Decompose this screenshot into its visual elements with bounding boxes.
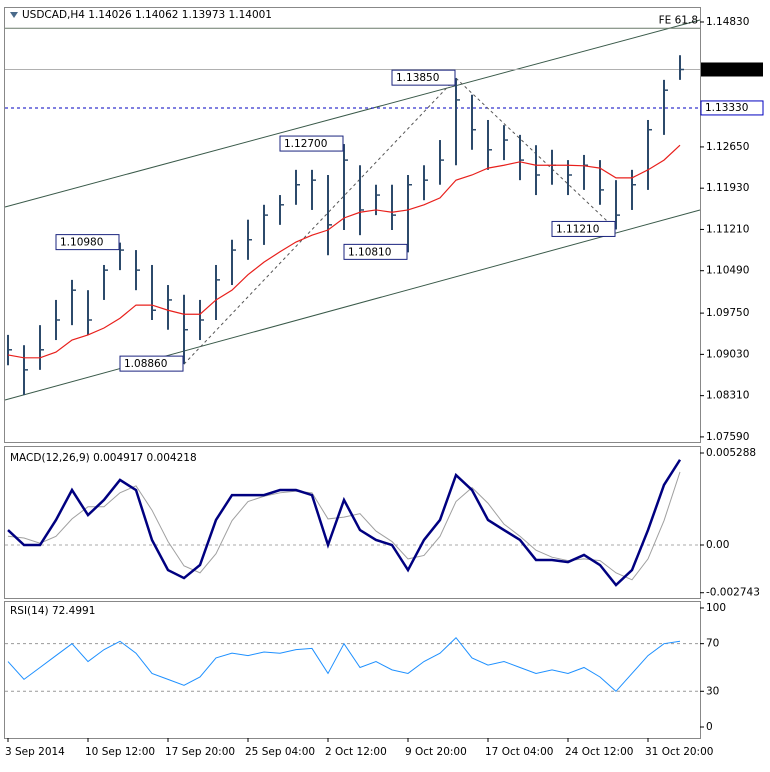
current-price-label: 1.14001	[705, 63, 748, 75]
y-tick-label: 0.005288	[706, 447, 756, 459]
price-label-box	[343, 243, 408, 260]
x-tick-label: 31 Oct 20:00	[645, 746, 713, 758]
x-tick-label: 2 Oct 12:00	[325, 746, 387, 758]
price-label-box	[551, 220, 616, 237]
x-tick-label: 24 Oct 12:00	[565, 746, 633, 758]
macd-panel	[4, 446, 701, 599]
price-label: 1.10810	[348, 246, 391, 258]
price-label-box	[391, 69, 456, 86]
macd-line	[7, 459, 682, 587]
y-tick-label: 1.09030	[706, 348, 749, 360]
x-tick-label: 17 Sep 20:00	[165, 746, 235, 758]
y-tick-label: 0	[706, 721, 713, 733]
fe-label: FE 61.8	[659, 14, 698, 26]
y-tick-label: 1.11210	[706, 223, 749, 235]
level-label-box	[700, 100, 764, 116]
channel-upper	[4, 19, 701, 208]
symbol-icon	[10, 12, 18, 18]
macd-title: MACD(12,26,9) 0.004917 0.004218	[10, 452, 197, 464]
x-tick-label: 25 Sep 04:00	[245, 746, 315, 758]
y-tick-label: 1.10490	[706, 265, 749, 277]
price-label-box	[279, 135, 344, 152]
price-label: 1.13850	[396, 72, 439, 84]
x-tick-label: 17 Oct 04:00	[485, 746, 553, 758]
chart-title: USDCAD,H4 1.14026 1.14062 1.13973 1.1400…	[22, 9, 272, 21]
price-label-box	[55, 234, 120, 251]
y-tick-label: 0.00	[706, 539, 729, 551]
x-tick-label: 10 Sep 12:00	[85, 746, 155, 758]
y-tick-label: 30	[706, 685, 719, 697]
price-label: 1.11210	[556, 223, 599, 235]
y-tick-label: 70	[706, 638, 719, 650]
signal-line	[7, 471, 681, 581]
rsi-line	[7, 636, 681, 692]
rsi-title: RSI(14) 72.4991	[10, 605, 95, 617]
y-tick-label: 1.14830	[706, 16, 749, 28]
current-price-box	[701, 62, 763, 77]
y-tick-label: 1.12650	[706, 141, 749, 153]
x-tick-label: 9 Oct 20:00	[405, 746, 467, 758]
y-tick-label: 1.09750	[706, 307, 749, 319]
price-label: 1.12700	[284, 138, 327, 150]
price-label: 1.08860	[124, 358, 167, 370]
main-panel	[4, 7, 701, 443]
x-tick-label: 3 Sep 2014	[5, 746, 65, 758]
y-tick-label: 1.07590	[706, 431, 749, 443]
y-tick-label: 1.08310	[706, 390, 749, 402]
price-label-box	[119, 355, 184, 372]
y-tick-label: -0.002743	[706, 587, 760, 599]
level-label: 1.13330	[705, 102, 748, 114]
y-tick-label: 1.11930	[706, 182, 749, 194]
rsi-panel	[4, 601, 701, 739]
moving-average	[7, 144, 681, 359]
price-label: 1.10980	[60, 237, 103, 249]
y-tick-label: 100	[706, 602, 726, 614]
